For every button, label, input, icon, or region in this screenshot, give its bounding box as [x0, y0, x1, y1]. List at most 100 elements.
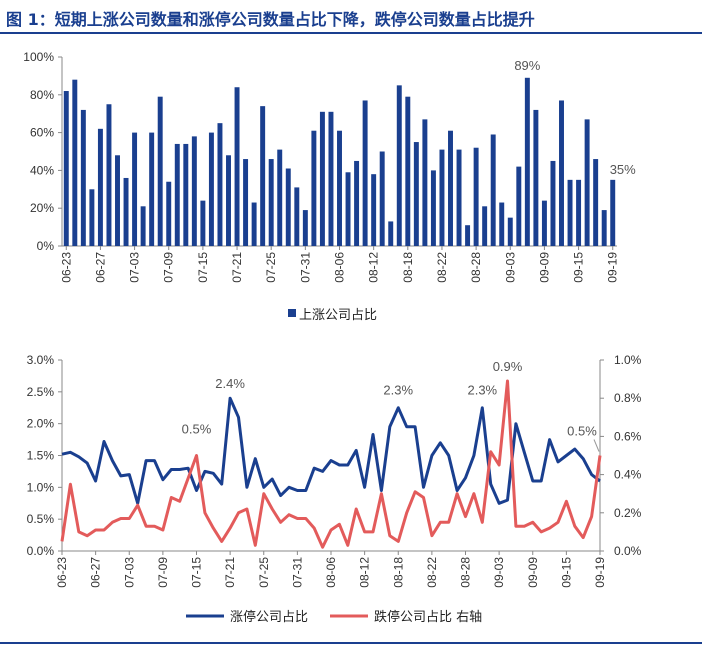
bar-46: [456, 149, 462, 246]
bar-17: [208, 132, 214, 246]
bar-18: [217, 123, 223, 246]
bar-x-tick-label: 09-15: [572, 252, 586, 283]
bar-y-tick-label: 20%: [30, 201, 54, 215]
line-x-tick-label: 06-27: [89, 557, 103, 588]
line-legend: 涨停公司占比 跌停公司占比 右轴: [186, 609, 482, 625]
bar-y-tick-label: 60%: [30, 126, 54, 140]
bar-35: [362, 100, 368, 246]
line-legend-label-0: 涨停公司占比: [230, 609, 308, 625]
bar-56: [541, 200, 547, 246]
bar-x-tick-label: 07-15: [196, 252, 210, 283]
bar-49: [482, 206, 488, 246]
bar-y-tick-label: 40%: [30, 163, 54, 177]
bar-annotation: 35%: [610, 162, 636, 177]
bar-37: [379, 151, 385, 246]
bar-61: [584, 119, 590, 246]
bar-58: [559, 100, 564, 246]
bar-11: [157, 96, 163, 246]
line-x-tick-label: 07-15: [190, 557, 204, 588]
bar-chart: 0% 20% 40% 60% 80% 100% 06-23 06-27 07-03 07-09 07…: [23, 50, 636, 323]
bar-32: [337, 130, 342, 246]
bar-50: [490, 134, 496, 246]
line-left-tick-label: 0.0%: [27, 544, 55, 558]
bar-21: [243, 159, 249, 246]
bar-53: [516, 166, 522, 246]
bar-x-tick-label: 07-21: [230, 252, 244, 283]
bar-x-tick-label: 09-19: [606, 252, 620, 283]
line-series-1: [60, 379, 602, 549]
bar-x-tick-label: 09-09: [537, 252, 551, 283]
bar-34: [354, 160, 360, 246]
line-x-tick-label: 07-09: [156, 557, 170, 588]
bar-y-tick-label: 100%: [23, 50, 54, 64]
bar-x-tick-label: 07-09: [162, 252, 176, 283]
line-x-tick-label: 08-28: [459, 557, 473, 588]
line-x-tick-label: 06-23: [55, 557, 69, 588]
bar-59: [567, 179, 573, 246]
bar-41: [413, 142, 419, 246]
bar-x-tick-label: 08-18: [401, 252, 415, 283]
line-left-tick-label: 2.0%: [27, 417, 55, 431]
bar-12: [166, 181, 172, 246]
figure-title: 图 1：短期上涨公司数量和涨停公司数量占比下降，跌停公司数量占比提升: [6, 10, 535, 29]
line-x-tick-label: 08-06: [324, 557, 338, 588]
bar-13: [174, 143, 180, 246]
bar-62: [593, 159, 599, 246]
line-x-tick-label: 07-21: [223, 557, 237, 588]
bar-x-tick-label: 06-23: [59, 252, 73, 283]
bar-47: [465, 225, 471, 246]
bar-14: [183, 143, 189, 246]
line-x-tick-label: 09-09: [526, 557, 540, 588]
bar-64: [610, 179, 616, 246]
bar-22: [251, 202, 257, 246]
bar-24: [268, 159, 274, 246]
line-right-tick-label: 0.6%: [614, 429, 642, 443]
bar-x-tick-label: 08-28: [469, 252, 483, 283]
line-x-tick-label: 08-12: [358, 557, 372, 588]
bar-6: [115, 155, 120, 246]
bar-57: [550, 160, 556, 246]
bar-26: [285, 168, 291, 246]
bar-63: [601, 210, 607, 246]
bar-8: [132, 132, 138, 246]
bar-31: [328, 111, 334, 246]
bar-36: [371, 174, 377, 246]
bar-54: [524, 77, 530, 246]
line-right-tick-label: 0.8%: [614, 391, 642, 405]
bar-44: [439, 149, 445, 246]
bar-23: [260, 106, 266, 246]
bar-1: [72, 79, 78, 247]
bar-51: [499, 202, 505, 246]
bar-15: [191, 136, 197, 246]
bar-42: [422, 119, 428, 246]
bar-20: [234, 87, 240, 246]
bar-3: [89, 189, 95, 246]
line-annotation: 0.9%: [493, 359, 523, 374]
bar-38: [388, 221, 394, 246]
line-right-tick-label: 0.0%: [614, 544, 642, 558]
line-legend-label-1: 跌停公司占比 右轴: [374, 609, 482, 625]
bar-x-tick-label: 08-22: [435, 252, 449, 283]
bar-60: [576, 179, 582, 246]
line-annotation: 0.5%: [567, 424, 597, 439]
bar-y-tick-label: 0%: [37, 239, 55, 253]
line-x-tick-label: 08-22: [425, 557, 439, 588]
line-annotation: 2.4%: [215, 376, 245, 391]
bar-9: [140, 206, 146, 246]
line-annotation: 2.3%: [467, 383, 497, 398]
line-left-tick-label: 1.5%: [27, 449, 55, 463]
line-right-tick-label: 0.4%: [614, 468, 642, 482]
line-left-tick-label: 2.5%: [27, 385, 55, 399]
bar-10: [149, 132, 155, 246]
bar-48: [473, 147, 479, 246]
bar-x-tick-label: 08-12: [367, 252, 381, 283]
bar-legend-label: 上涨公司占比: [299, 308, 377, 323]
line-annotation: 2.3%: [383, 383, 413, 398]
bar-7: [123, 177, 129, 246]
line-x-tick-label: 09-15: [559, 557, 573, 588]
line-x-tick-label: 08-18: [391, 557, 405, 588]
bar-45: [448, 130, 453, 246]
bar-28: [302, 210, 308, 246]
bar-39: [396, 85, 402, 246]
bar-25: [277, 149, 283, 246]
